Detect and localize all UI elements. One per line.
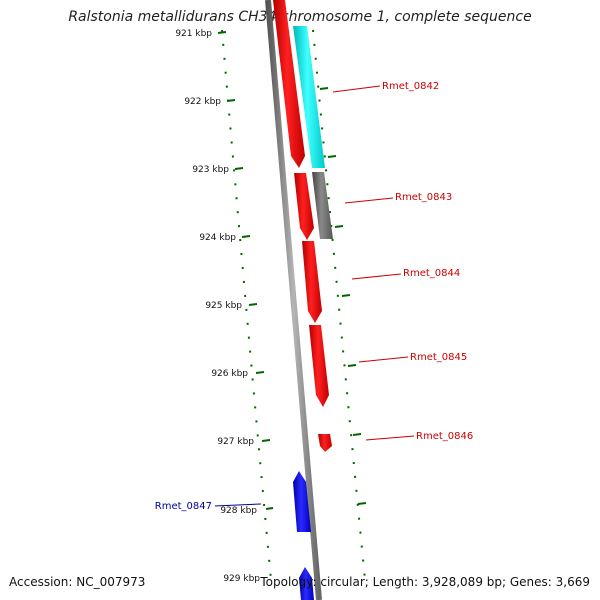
leader-line-rmet-0844	[351, 273, 402, 280]
gene-label-rmet-0844[interactable]: Rmet_0844	[403, 268, 460, 279]
tick-labels: 921 kbp 922 kbp 923 kbp 924 kbp 925 kbp …	[175, 29, 260, 584]
tick-label: 926 kbp	[211, 369, 248, 379]
tick-label: 927 kbp	[217, 437, 254, 447]
gene-label-rmet-0845[interactable]: Rmet_0845	[410, 352, 467, 363]
gene-arrow-rmet-0843[interactable]	[294, 173, 314, 240]
leader-line-rmet-0846	[365, 435, 415, 441]
rna-feature-bar[interactable]	[293, 26, 325, 168]
tick-mark	[327, 155, 337, 158]
tick-mark	[248, 303, 258, 306]
gene-label-rmet-0842[interactable]: Rmet_0842	[382, 81, 439, 92]
tick-label: 921 kbp	[175, 29, 212, 39]
tick-label: 925 kbp	[205, 301, 242, 311]
tick-mark	[347, 364, 357, 367]
tick-mark	[226, 99, 236, 102]
tick-marks	[217, 31, 367, 510]
accession-text: Accession: NC_007973	[9, 575, 146, 589]
tick-mark	[357, 502, 367, 505]
tick-label: 923 kbp	[192, 165, 229, 175]
gene-arrow-rmet-0842[interactable]	[273, 0, 305, 168]
tick-label: 929 kbp	[223, 574, 260, 584]
tick-mark	[261, 439, 271, 442]
tick-mark	[265, 507, 274, 510]
other-feature-bar[interactable]	[312, 172, 333, 239]
leader-line-rmet-0845	[358, 356, 409, 363]
tick-mark	[241, 235, 251, 238]
gene-arrow-rmet-0845[interactable]	[309, 325, 329, 407]
gene-arrow-rmet-0846[interactable]	[318, 434, 332, 452]
tick-mark	[234, 167, 244, 170]
tick-label: 922 kbp	[184, 97, 221, 107]
gene-arrow-next[interactable]	[299, 567, 314, 600]
tick-mark	[319, 87, 329, 90]
tick-mark	[255, 371, 265, 374]
leader-line-rmet-0842	[332, 85, 381, 93]
tick-mark	[334, 225, 344, 228]
gene-label-rmet-0847[interactable]: Rmet_0847	[155, 501, 212, 512]
gene-arrow-rmet-0847[interactable]	[293, 471, 311, 532]
tick-label: 928 kbp	[220, 506, 257, 516]
leader-line-rmet-0847	[214, 503, 262, 507]
leader-line-rmet-0843	[344, 197, 394, 204]
gene-arrow-rmet-0844[interactable]	[302, 241, 322, 323]
tick-mark	[217, 31, 227, 34]
genome-summary-text: Topology: circular; Length: 3,928,089 bp…	[260, 575, 590, 589]
tick-mark	[341, 294, 351, 297]
map-title: Ralstonia metallidurans CH34 chromosome …	[68, 9, 532, 25]
gene-label-rmet-0843[interactable]: Rmet_0843	[395, 192, 452, 203]
tick-mark	[352, 433, 362, 436]
gene-label-rmet-0846[interactable]: Rmet_0846	[416, 431, 473, 442]
chromosome-backbone	[265, 0, 322, 600]
tick-label: 924 kbp	[199, 233, 236, 243]
